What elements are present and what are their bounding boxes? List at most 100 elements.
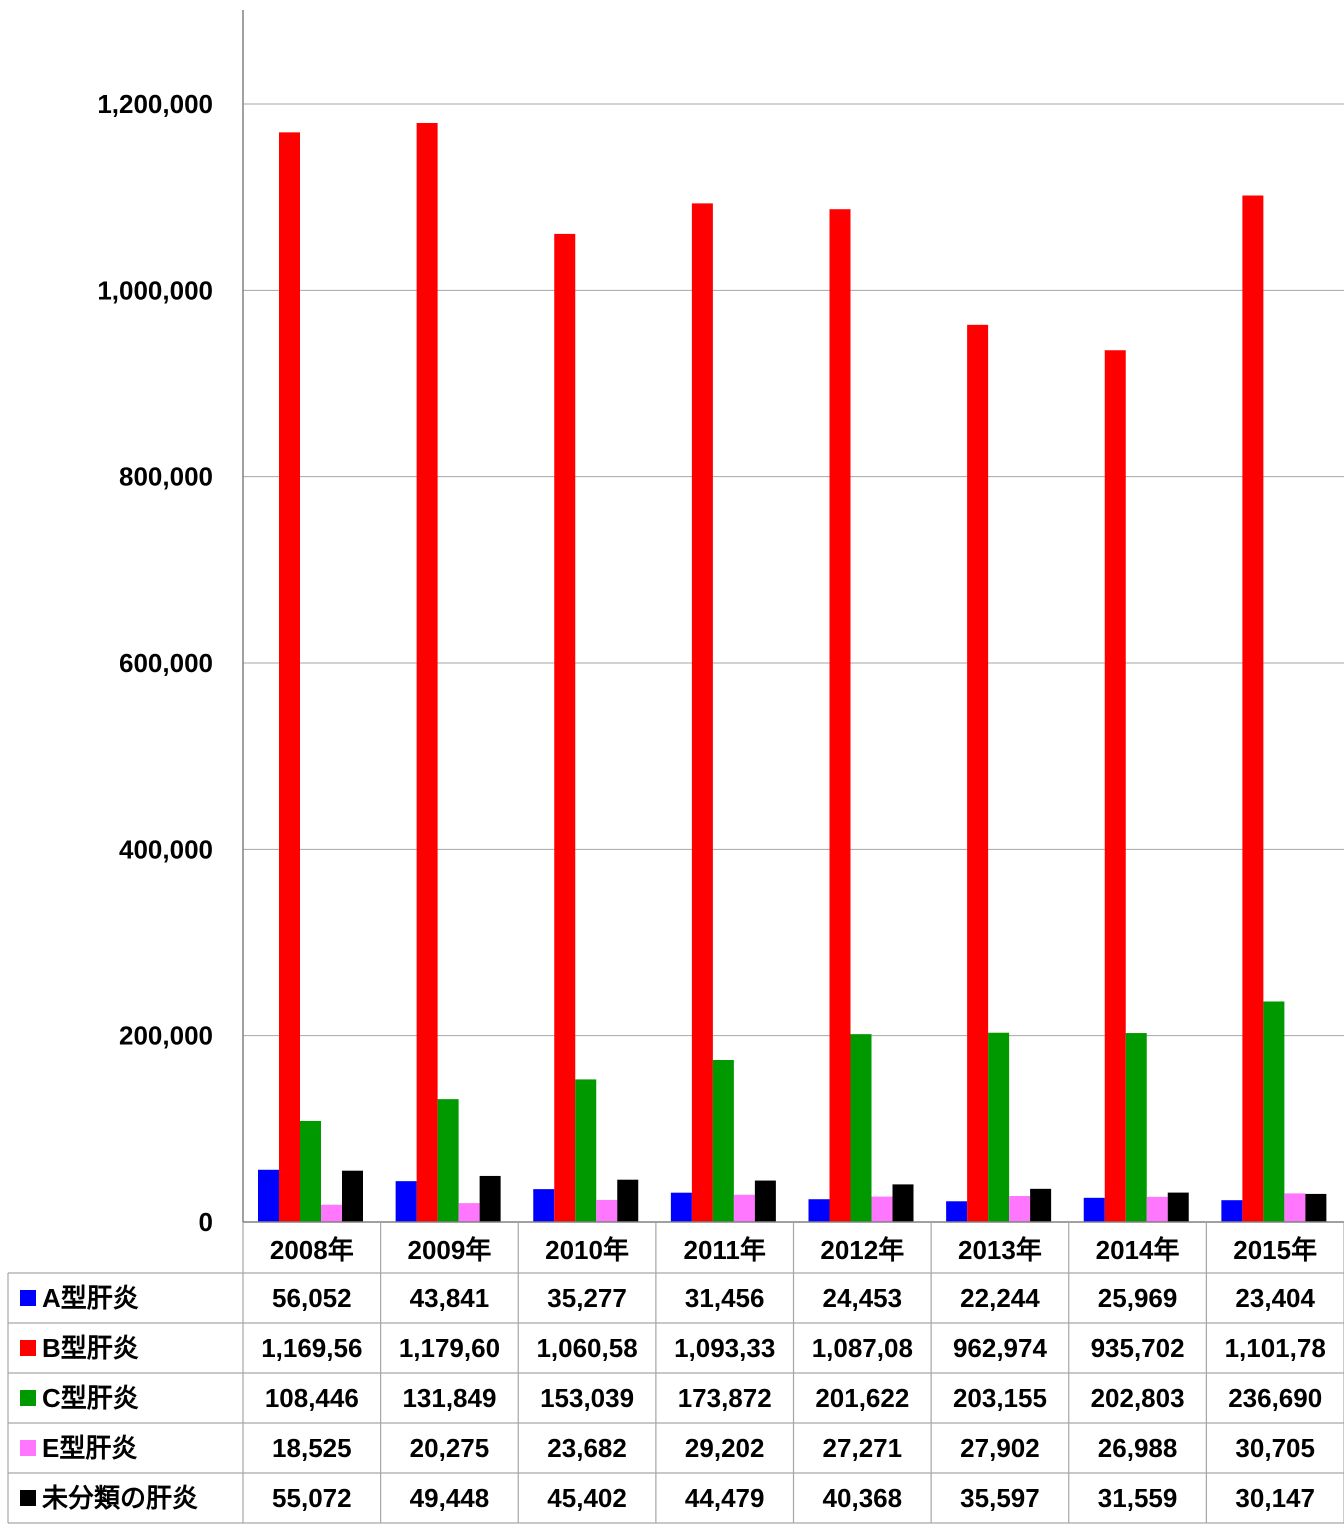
y-tick-label: 1,000,000 bbox=[97, 275, 213, 305]
bar bbox=[1009, 1196, 1031, 1222]
axes: 0 200,000 400,000 600,000 800,000 1,000,000 1,… bbox=[97, 10, 1344, 1237]
bar bbox=[712, 1060, 734, 1222]
table-cell-value: 30,147 bbox=[1235, 1483, 1315, 1513]
bar bbox=[733, 1194, 755, 1222]
table-cell-value: 24,453 bbox=[823, 1283, 903, 1313]
table-cell-value: 43,841 bbox=[410, 1283, 490, 1313]
legend-key bbox=[20, 1490, 36, 1506]
x-category-label: 2011年 bbox=[683, 1235, 765, 1265]
y-tick-label: 400,000 bbox=[119, 834, 213, 864]
table-cell-value: 962,974 bbox=[953, 1333, 1048, 1363]
table-cell-value: 23,404 bbox=[1235, 1283, 1315, 1313]
bar bbox=[395, 1181, 417, 1222]
table-cell-value: 131,849 bbox=[402, 1383, 496, 1413]
table-cell-value: 20,275 bbox=[410, 1433, 490, 1463]
bar bbox=[1305, 1193, 1327, 1222]
table-cell-value: 18,525 bbox=[272, 1433, 352, 1463]
bar bbox=[596, 1199, 618, 1222]
table-cell-value: 27,271 bbox=[823, 1433, 903, 1463]
table-cell-value: 1,093,33 bbox=[674, 1333, 775, 1363]
x-category-label: 2008年 bbox=[270, 1235, 354, 1265]
legend-key bbox=[20, 1340, 36, 1356]
bar bbox=[1083, 1197, 1105, 1222]
series-name: C型肝炎 bbox=[42, 1383, 139, 1413]
table-cell-value: 1,179,60 bbox=[399, 1333, 500, 1363]
table-cell-value: 236,690 bbox=[1228, 1383, 1322, 1413]
table-cell-value: 108,446 bbox=[265, 1383, 359, 1413]
table-cell-value: 27,902 bbox=[960, 1433, 1040, 1463]
x-category-label: 2013年 bbox=[958, 1235, 1042, 1265]
bar bbox=[892, 1184, 914, 1222]
table-cell-value: 153,039 bbox=[540, 1383, 634, 1413]
table-cell-value: 1,101,78 bbox=[1225, 1333, 1326, 1363]
bar bbox=[1030, 1188, 1052, 1222]
bar bbox=[967, 324, 989, 1222]
bar bbox=[300, 1120, 321, 1222]
bar bbox=[1125, 1033, 1147, 1222]
y-tick-label: 800,000 bbox=[119, 462, 213, 492]
bar bbox=[458, 1203, 480, 1222]
bar bbox=[279, 132, 300, 1222]
series-name: E型肝炎 bbox=[42, 1433, 137, 1463]
table-cell-value: 56,052 bbox=[272, 1283, 352, 1313]
bar bbox=[850, 1034, 872, 1222]
table-cell-value: 44,479 bbox=[685, 1483, 765, 1513]
table-cell-value: 31,559 bbox=[1098, 1483, 1178, 1513]
table-cell-value: 35,277 bbox=[547, 1283, 627, 1313]
bar bbox=[988, 1032, 1010, 1222]
table-cell-value: 55,072 bbox=[272, 1483, 352, 1513]
bar bbox=[554, 233, 576, 1223]
series-name: A型肝炎 bbox=[42, 1283, 139, 1313]
bar bbox=[808, 1199, 830, 1222]
bar bbox=[258, 1169, 279, 1222]
bar bbox=[321, 1204, 342, 1222]
table-cell-value: 30,705 bbox=[1235, 1433, 1315, 1463]
table-cell-value: 1,060,58 bbox=[536, 1333, 637, 1363]
series-name: 未分類の肝炎 bbox=[42, 1483, 198, 1513]
table-cell-value: 40,368 bbox=[823, 1483, 903, 1513]
table-cell-value: 201,622 bbox=[815, 1383, 909, 1413]
y-tick-label: 600,000 bbox=[119, 648, 213, 678]
bar bbox=[871, 1196, 893, 1222]
table-cell-value: 202,803 bbox=[1091, 1383, 1185, 1413]
legend-key bbox=[20, 1290, 36, 1306]
bar bbox=[479, 1175, 501, 1222]
table-cell-value: 31,456 bbox=[685, 1283, 765, 1313]
bar bbox=[754, 1180, 776, 1222]
bar bbox=[416, 123, 438, 1223]
table-cell-value: 22,244 bbox=[960, 1283, 1040, 1313]
table-cell-value: 1,087,08 bbox=[812, 1333, 913, 1363]
bars bbox=[258, 123, 1327, 1223]
bar bbox=[533, 1189, 555, 1222]
y-tick-label: 1,200,000 bbox=[97, 89, 213, 119]
legend-key bbox=[20, 1390, 36, 1406]
bar bbox=[1263, 1001, 1285, 1222]
x-category-label: 2012年 bbox=[820, 1235, 904, 1265]
x-category-label: 2010年 bbox=[545, 1235, 629, 1265]
x-category-label: 2014年 bbox=[1096, 1235, 1180, 1265]
table-cell-value: 173,872 bbox=[678, 1383, 772, 1413]
bar bbox=[829, 209, 851, 1222]
table-cell-value: 203,155 bbox=[953, 1383, 1047, 1413]
bar bbox=[691, 203, 713, 1223]
table-cell-value: 935,702 bbox=[1091, 1333, 1185, 1363]
bar bbox=[1242, 195, 1264, 1222]
bar bbox=[1146, 1196, 1168, 1222]
table-cell-value: 45,402 bbox=[547, 1483, 627, 1513]
legend-key bbox=[20, 1440, 36, 1456]
data-table: 2008年 2009年 2010年 2011年 2012年 2013年 2014年 2015年… bbox=[7, 1222, 1344, 1524]
bar bbox=[1104, 350, 1126, 1222]
x-category-label: 2015年 bbox=[1233, 1235, 1317, 1265]
y-tick-label: 0 bbox=[199, 1207, 213, 1237]
table-cell-value: 49,448 bbox=[410, 1483, 490, 1513]
gridlines bbox=[243, 103, 1344, 1037]
series-name: B型肝炎 bbox=[42, 1333, 139, 1363]
bar bbox=[670, 1192, 692, 1222]
bar bbox=[1284, 1193, 1306, 1222]
table-cell-value: 35,597 bbox=[960, 1483, 1040, 1513]
x-category-label: 2009年 bbox=[408, 1235, 492, 1265]
bar bbox=[1167, 1192, 1189, 1222]
y-tick-label: 200,000 bbox=[119, 1021, 213, 1051]
